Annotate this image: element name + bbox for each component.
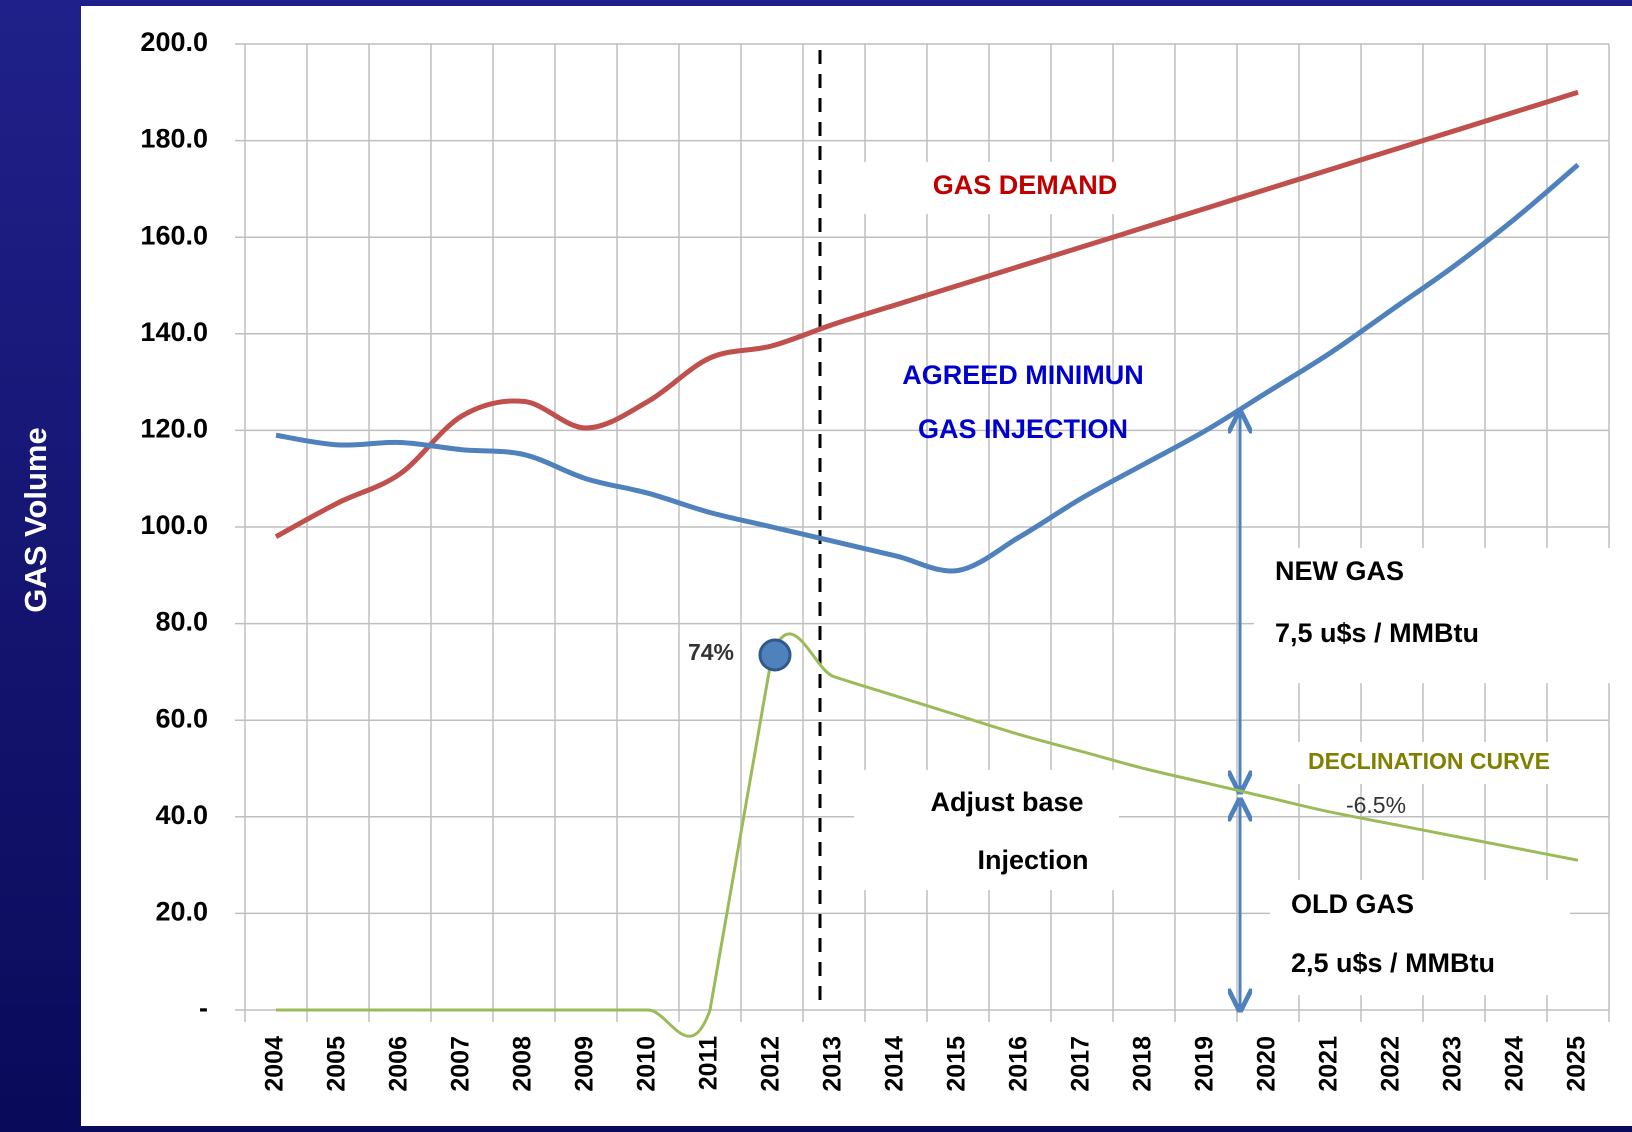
annotation: Adjust base bbox=[930, 787, 1083, 817]
plot bbox=[274, 89, 1580, 1038]
series-line bbox=[275, 162, 1580, 574]
y-tick-label: 80.0 bbox=[155, 607, 208, 637]
highlight-point bbox=[758, 638, 792, 672]
label-boxes bbox=[854, 162, 1614, 995]
y-tick-label: 20.0 bbox=[155, 897, 208, 927]
x-tick-label: 2013 bbox=[819, 1036, 847, 1092]
y-tick-label: 160.0 bbox=[140, 220, 208, 250]
x-tick-label: 2025 bbox=[1563, 1036, 1591, 1092]
label-box bbox=[1254, 548, 1614, 683]
annotation: AGREED MINIMUN bbox=[902, 360, 1144, 390]
x-tick-label: 2019 bbox=[1191, 1036, 1219, 1092]
x-tick-label: 2008 bbox=[509, 1036, 537, 1092]
x-tick-label: 2014 bbox=[881, 1036, 909, 1092]
x-tick-label: 2023 bbox=[1439, 1036, 1467, 1092]
x-tick-label: 2018 bbox=[1129, 1036, 1157, 1092]
x-tick-label: 2005 bbox=[323, 1036, 351, 1092]
annotation: -6.5% bbox=[1346, 792, 1406, 818]
y-tick-label: - bbox=[199, 993, 208, 1023]
series-line bbox=[276, 632, 1579, 1038]
y-tick-label: 60.0 bbox=[155, 703, 208, 733]
x-tick-label: 2020 bbox=[1253, 1036, 1281, 1092]
label-box bbox=[1270, 880, 1570, 995]
label-box bbox=[860, 162, 1160, 214]
y-tick-label: 200.0 bbox=[140, 27, 208, 57]
annotation: 7,5 u$s / MMBtu bbox=[1275, 618, 1479, 648]
x-tick-label: 2016 bbox=[1005, 1036, 1033, 1092]
label-box bbox=[854, 770, 1119, 890]
y-tick-label: 120.0 bbox=[140, 414, 208, 444]
label-box bbox=[1270, 742, 1595, 784]
annotation: GAS DEMAND bbox=[933, 170, 1118, 200]
x-tick-label: 2006 bbox=[385, 1036, 413, 1092]
y-axis-label: GAS Volume bbox=[18, 427, 53, 612]
x-tick-label: 2009 bbox=[571, 1036, 599, 1092]
x-tick-label: 2022 bbox=[1377, 1036, 1405, 1092]
annotation: Injection bbox=[977, 845, 1088, 875]
x-tick-label: 2015 bbox=[943, 1036, 971, 1092]
annotation: 2,5 u$s / MMBtu bbox=[1291, 948, 1495, 978]
annotation: NEW GAS bbox=[1275, 556, 1404, 586]
annotation: DECLINATION CURVE bbox=[1308, 748, 1550, 774]
x-tick-label: 2024 bbox=[1501, 1036, 1529, 1092]
y-tick-label: 140.0 bbox=[140, 317, 208, 347]
y-tick-label: 100.0 bbox=[140, 510, 208, 540]
x-tick-label: 2010 bbox=[633, 1036, 661, 1092]
x-tick-label: 2007 bbox=[447, 1036, 475, 1092]
annotation: 74% bbox=[688, 639, 734, 665]
x-tick-label: 2021 bbox=[1315, 1036, 1343, 1092]
x-tick-label: 2004 bbox=[261, 1036, 289, 1092]
y-tick-label: 180.0 bbox=[140, 124, 208, 154]
x-tick-label: 2017 bbox=[1067, 1036, 1095, 1092]
series-line bbox=[274, 89, 1579, 539]
x-tick-label: 2012 bbox=[757, 1036, 785, 1092]
annotation: OLD GAS bbox=[1291, 889, 1414, 919]
x-tick-label: 2011 bbox=[695, 1036, 723, 1090]
annotation: GAS INJECTION bbox=[918, 414, 1128, 444]
y-tick-label: 40.0 bbox=[155, 800, 208, 830]
